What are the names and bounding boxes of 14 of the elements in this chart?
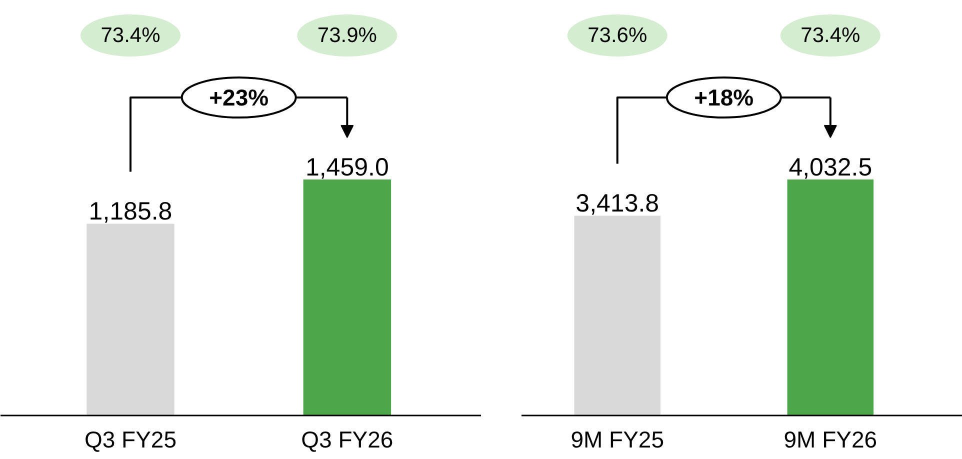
text: 73.4% <box>800 24 860 47</box>
data-label: 1,185.8 <box>88 198 172 226</box>
text: 73.4% <box>100 24 160 47</box>
text: 73.6% <box>588 24 648 47</box>
data-label: 4,032.5 <box>788 154 872 182</box>
text: +18% <box>694 84 754 110</box>
x-tick-label: 9M FY26 <box>784 426 878 452</box>
data-label: 3,413.8 <box>576 190 660 218</box>
data-label: 1,459.0 <box>305 154 389 182</box>
x-tick-label: 9M FY25 <box>570 426 664 452</box>
x-tick-label: Q3 FY26 <box>301 426 394 452</box>
text: +23% <box>209 84 269 110</box>
text: 73.9% <box>317 24 377 47</box>
x-tick-label: Q3 FY25 <box>84 426 177 452</box>
